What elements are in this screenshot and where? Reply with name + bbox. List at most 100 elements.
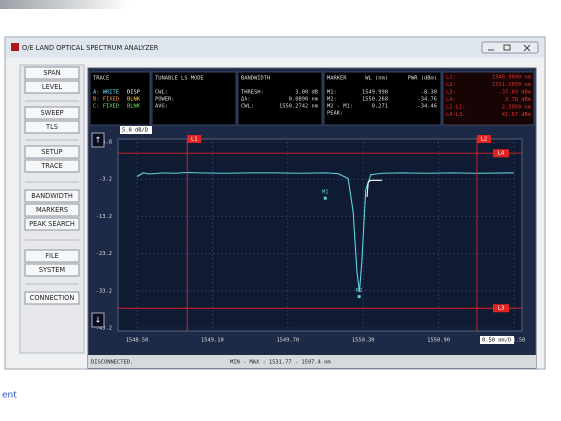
button-face [24,203,80,217]
marker-label: M2 [356,288,363,294]
scroll-button[interactable]: ↓ [91,312,105,328]
panel-text: THRESH: [241,90,264,96]
trace-line [366,179,383,198]
reference-label: L1 [191,137,198,143]
panel-text: BANDWIDTH [241,76,270,82]
marker-point [357,295,361,299]
panel-text: PWR (dBm) [408,76,437,82]
panel-text: L2-L1: [446,105,465,111]
y-tick-label: -3.2 [99,177,112,183]
panel-text: 0.271 [372,104,388,110]
panel-text: -34.76 [418,97,437,103]
panel-text: B: FIXED [93,97,119,103]
status-bar [88,355,536,368]
panel-text: 0.0890 nm [289,97,318,103]
y-tick-label: -43.2 [96,326,112,332]
plot-area [117,138,523,332]
y-tick-label: 6.8 [102,140,112,146]
x-tick-label: 1548.50 [126,338,149,344]
scroll-button[interactable]: ↑ [91,132,105,148]
panel-text: C: FIXED [93,104,119,110]
button-label: SWEEP [40,109,63,117]
panel-text: WL (nm) [365,76,388,82]
info-panel [323,71,442,126]
button-face [24,80,80,94]
panel-text: 1550.268 [362,97,388,103]
panel-text: TUNABLE LS MODE [155,76,204,82]
status-state: DISCONNECTED. [91,360,133,366]
reference-tag [187,135,202,143]
panel-text: 1549.998 [362,90,388,96]
reference-label: L4 [498,151,505,157]
info-panel [151,71,237,126]
button-face [24,106,80,120]
side-button[interactable]: LEVEL [24,80,80,94]
footer-text: ent [2,391,17,401]
button-face [91,132,105,148]
x-tick-label: 1551.50 [503,338,526,344]
side-button[interactable]: CONNECTION [24,291,80,305]
panel-text: 1548.9000 nm [492,75,531,81]
panel-text: 41.67 dBm [502,112,531,118]
button-label: MARKERS [36,206,68,214]
scale-box [120,126,152,134]
y-tick-label: -23.2 [96,251,112,257]
info-panel [237,71,323,126]
side-button[interactable]: SETUP [24,145,80,159]
button-face [24,189,80,203]
button-face [24,263,80,277]
reference-tag [493,149,509,158]
panel-text: -34.46 [418,104,437,110]
reference-tag [476,135,491,143]
marker-point [323,196,327,200]
button-face [24,66,80,80]
button-face [24,249,80,263]
y-tick-label: -33.2 [96,288,112,294]
x-tick-label: 1550.90 [427,338,450,344]
panel-text: L1: [446,75,456,81]
button-face [91,312,105,328]
backdrop-stripe [0,0,130,9]
panel-text: M1: [327,90,337,96]
panel-text: BLNK [127,97,141,103]
panel-text: CWL: [155,90,168,96]
side-button[interactable]: BANDWIDTH [24,189,80,203]
button-label: SYSTEM [39,266,66,274]
side-button[interactable]: SPAN [24,66,80,80]
x-tick-label: 1549.70 [276,338,299,344]
maximize-button[interactable] [503,44,511,51]
button-label: TRACE [40,162,63,170]
panel-text: L4: [446,97,456,103]
close-button[interactable] [523,44,531,52]
panel-text: POWER: [155,97,174,103]
panel-text: Δλ: [241,97,251,103]
side-button[interactable]: SYSTEM [24,263,80,277]
side-button[interactable]: FILE [24,249,80,263]
info-panel [89,71,151,126]
panel-text: TRACE [93,76,109,82]
panel-text: -8.30 [421,90,437,96]
side-button[interactable]: SWEEP [24,106,80,120]
button-face [24,217,80,231]
side-button[interactable]: TRACE [24,159,80,173]
side-button[interactable]: MARKERS [24,203,80,217]
chart: 5.0 dB/D 0.50 nm/D 6.8 -3.2 -13.2 -23.2 -33.2 -… [91,126,526,344]
trace-line [136,171,515,292]
button-label: FILE [45,252,59,260]
panel-text: 1550.2742 nm [279,104,318,110]
button-label: SPAN [43,69,60,77]
window-controls [481,41,539,54]
status-range: MIN - MAX : 1531.77 - 1597.4 nm [230,360,331,366]
button-label: SETUP [41,148,62,156]
window-title: O/E LAND OPTICAL SPECTRUM ANALYZER [22,44,159,52]
button-face [24,291,80,305]
panel-text: BLNK [127,104,141,110]
panel-text: AVG: [155,104,168,110]
x-tick-label: 1549.10 [201,338,224,344]
panel-text: -37.89 dBm [499,90,531,96]
button-label: TLS [45,123,58,131]
side-button[interactable]: TLS [24,120,80,134]
side-button[interactable]: PEAK SEARCH [24,217,80,231]
panel-text: MARKER [327,76,347,82]
marker-label: M1 [322,190,329,196]
